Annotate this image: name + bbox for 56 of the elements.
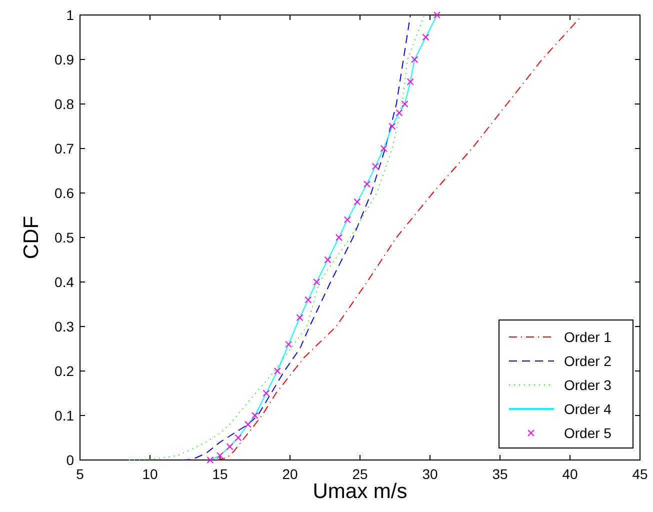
x-tick-label: 10 (142, 466, 158, 482)
point (226, 443, 234, 450)
point (262, 390, 270, 397)
point (422, 34, 430, 41)
point (372, 162, 379, 170)
point (313, 278, 320, 286)
line-series (128, 14, 425, 460)
point (380, 145, 388, 152)
legend-label: Order 4 (564, 401, 612, 417)
point (252, 412, 258, 419)
line-series (182, 14, 411, 460)
y-tick-label: 0 (66, 452, 74, 468)
x-tick-label: 20 (282, 466, 298, 482)
y-axis-title: CDF (20, 216, 43, 260)
point (296, 314, 304, 322)
y-tick-label: 0.4 (54, 274, 74, 290)
y-tick-label: 0.9 (54, 52, 74, 68)
y-tick-label: 0.8 (54, 96, 74, 112)
point (234, 434, 242, 442)
point (344, 216, 351, 224)
y-tick-label: 0.2 (54, 363, 74, 379)
line-series (210, 14, 438, 460)
y-tick-label: 0.7 (54, 140, 74, 156)
point (406, 78, 414, 86)
point (336, 234, 342, 241)
point (434, 12, 440, 18)
legend-label: Order 1 (564, 329, 612, 345)
point (285, 340, 292, 348)
legend-label: Order 2 (564, 353, 612, 369)
x-tick-label: 35 (492, 466, 508, 482)
x-tick-label: 45 (632, 466, 648, 482)
y-tick-label: 0.1 (54, 408, 74, 424)
x-axis-title: Umax m/s (312, 480, 408, 503)
point (388, 122, 396, 130)
y-tick-label: 0.6 (54, 185, 74, 201)
x-tick-label: 15 (212, 466, 228, 482)
point (411, 56, 418, 63)
point (274, 368, 281, 374)
point (244, 420, 252, 428)
y-tick-label: 1 (66, 7, 74, 23)
point (216, 452, 224, 460)
point (206, 456, 214, 464)
point (396, 109, 403, 116)
point (364, 180, 370, 188)
legend-label: Order 3 (564, 377, 612, 393)
point (304, 296, 312, 304)
x-tick-label: 25 (352, 466, 368, 482)
y-tick-label: 0.3 (54, 318, 74, 334)
y-tick-label: 0.5 (54, 230, 74, 246)
x-tick-label: 30 (422, 466, 438, 482)
point (401, 100, 408, 108)
point (354, 198, 361, 206)
x-tick-label: 5 (76, 466, 84, 482)
legend-label: Order 5 (564, 425, 612, 441)
x-tick-label: 40 (562, 466, 578, 482)
point (324, 256, 332, 264)
